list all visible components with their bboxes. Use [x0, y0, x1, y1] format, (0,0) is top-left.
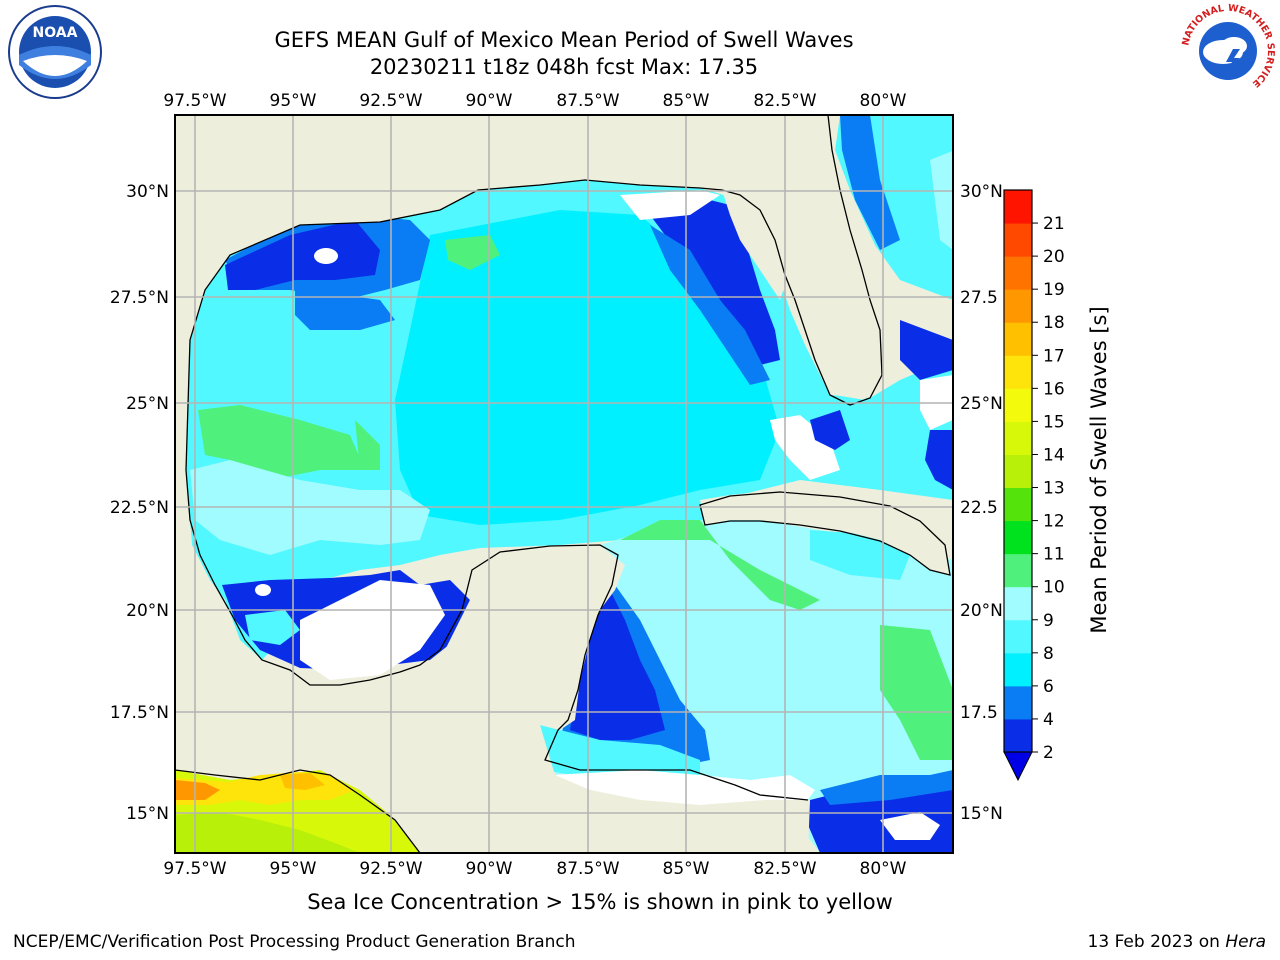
colorbar-segment — [1004, 223, 1032, 257]
lon-label-bottom: 90°W — [466, 859, 513, 879]
lat-label-right: 15°N — [960, 804, 1003, 824]
colorbar-segment — [1004, 388, 1032, 422]
lat-label-left: 22.5°N — [110, 498, 169, 518]
noaa-logo: NOAA — [8, 5, 102, 99]
lon-label-bottom: 85°W — [663, 859, 710, 879]
lon-label-bottom: 87.5°W — [556, 859, 619, 879]
colorbar-tick-label: 21 — [1043, 214, 1065, 234]
lat-label-left: 15°N — [126, 804, 169, 824]
colorbar-tick-label: 13 — [1043, 479, 1065, 499]
zone-blue-florida — [640, 195, 780, 365]
colorbar-tick-label: 16 — [1043, 379, 1065, 399]
colorbar-segment — [1004, 454, 1032, 489]
colorbar-tick-label: 18 — [1043, 313, 1065, 333]
caption: Sea Ice Concentration > 15% is shown in … — [307, 890, 893, 914]
lat-label-right: 20°N — [960, 601, 1003, 621]
lon-label-bottom: 80°W — [860, 859, 907, 879]
lat-label-right: 17.5 — [960, 703, 998, 723]
map-subtitle: 20230211 t18z 048h fcst Max: 17.35 — [369, 55, 759, 79]
colorbar-segment — [1004, 619, 1032, 654]
colorbar-tick-label: 11 — [1043, 545, 1065, 565]
colorbar-segment — [1004, 355, 1032, 389]
lon-label-top: 80°W — [860, 91, 907, 111]
zone-green-west — [198, 405, 365, 480]
nws-logo: NATIONAL WEATHER SERVICE — [1180, 3, 1276, 97]
colorbar-segment — [1004, 685, 1032, 720]
lat-label-left: 25°N — [126, 394, 169, 414]
colorbar-tick-label: 4 — [1043, 710, 1054, 730]
lon-label-bottom: 95°W — [270, 859, 317, 879]
colorbar-segment — [1004, 190, 1032, 224]
colorbar: 2 4 6 8 9 10 11 12 13 14 15 16 17 18 19 20 21 — [1003, 189, 1065, 782]
colorbar-tick-label: 20 — [1043, 247, 1065, 267]
colorbar-outline — [1003, 189, 1033, 753]
colorbar-segment — [1004, 520, 1032, 555]
colorbar-tick-label: 14 — [1043, 445, 1065, 465]
caribbean-water — [555, 520, 953, 853]
graticule — [175, 115, 953, 853]
colorbar-segment — [1004, 652, 1032, 687]
lat-label-left: 30°N — [126, 182, 169, 202]
svg-text:NOAA: NOAA — [33, 25, 78, 41]
cuba-land — [700, 490, 950, 575]
mexico-land — [175, 115, 810, 853]
lon-label-bottom: 92.5°W — [359, 859, 422, 879]
colorbar-tick-label: 9 — [1043, 611, 1054, 631]
lon-label-top: 82.5°W — [753, 91, 816, 111]
lon-label-top: 87.5°W — [556, 91, 619, 111]
lat-label-right: 25°N — [960, 394, 1003, 414]
lon-label-top: 90°W — [466, 91, 513, 111]
lon-label-top: 92.5°W — [359, 91, 422, 111]
lat-label-left: 20°N — [126, 601, 169, 621]
lon-label-top: 97.5°W — [163, 91, 226, 111]
lat-label-right: 22.5 — [960, 498, 998, 518]
lat-label-left: 17.5°N — [110, 703, 169, 723]
colorbar-tick-label: 15 — [1043, 412, 1065, 432]
lon-label-bottom: 82.5°W — [753, 859, 816, 879]
colorbar-tick-label: 17 — [1043, 346, 1065, 366]
colorbar-segment — [1004, 487, 1032, 522]
lon-label-top: 95°W — [270, 91, 317, 111]
colorbar-label: Mean Period of Swell Waves [s] — [1087, 306, 1111, 633]
colorbar-segment — [1004, 322, 1032, 356]
footer-date: 13 Feb 2023 on Hera — [1087, 932, 1266, 952]
colorbar-segment — [1004, 718, 1032, 753]
map-title: GEFS MEAN Gulf of Mexico Mean Period of … — [274, 28, 854, 52]
lat-label-right: 27.5 — [960, 288, 998, 308]
colorbar-tick-label: 2 — [1043, 743, 1054, 763]
colorbar-tick-label: 6 — [1043, 677, 1054, 697]
colorbar-extend-arrow — [1003, 751, 1033, 782]
coastlines — [175, 115, 951, 853]
lat-label-left: 27.5°N — [110, 288, 169, 308]
colorbar-tick-label: 12 — [1043, 512, 1065, 532]
map-frame — [174, 114, 954, 854]
colorbar-segment — [1004, 256, 1032, 290]
colorbar-tick-label: 19 — [1043, 280, 1065, 300]
yucatan-land — [430, 545, 625, 730]
lat-label-right: 30°N — [960, 182, 1003, 202]
colorbar-segment — [1004, 421, 1032, 455]
colorbar-tick-label: 8 — [1043, 644, 1054, 664]
lon-label-bottom: 97.5°W — [163, 859, 226, 879]
colorbar-segment — [1004, 553, 1032, 588]
lon-label-top: 85°W — [663, 91, 710, 111]
colorbar-segment — [1004, 586, 1032, 621]
footer-credit: NCEP/EMC/Verification Post Processing Pr… — [13, 932, 576, 952]
colorbar-tick-label: 10 — [1043, 578, 1065, 598]
colorbar-segment — [1004, 289, 1032, 323]
